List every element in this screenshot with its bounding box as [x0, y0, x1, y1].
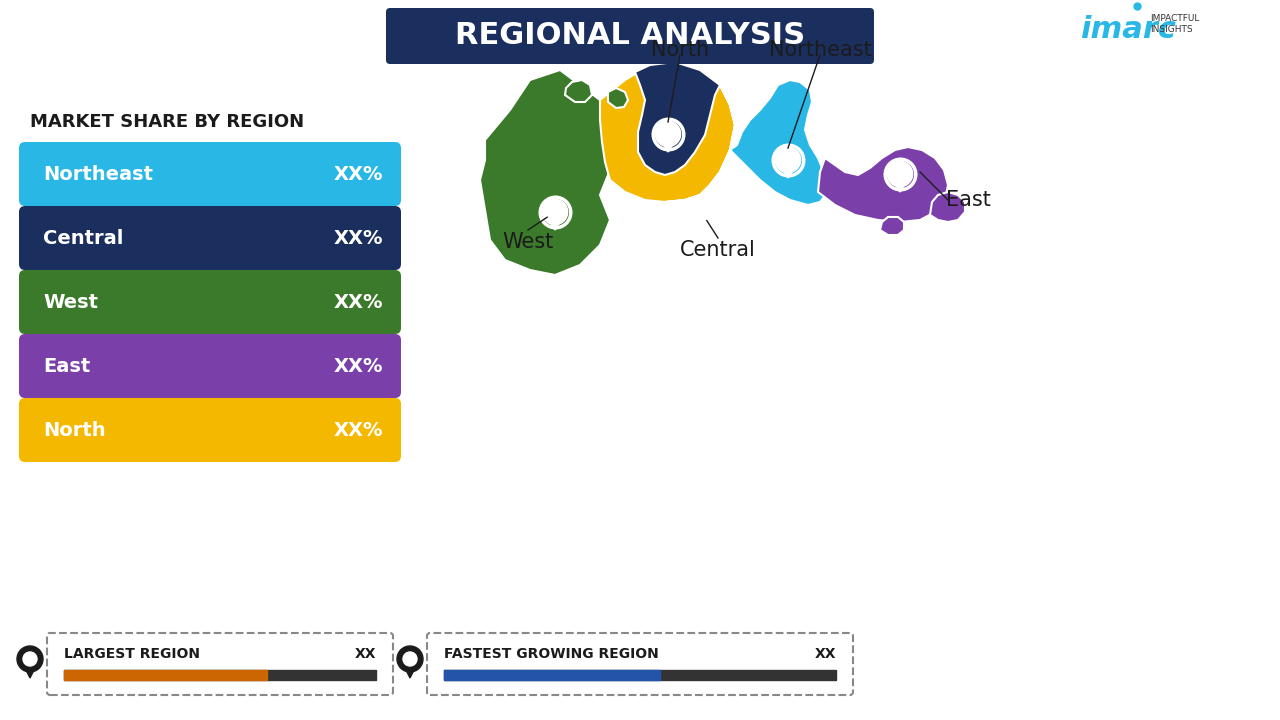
Text: IMPACTFUL
INSIGHTS: IMPACTFUL INSIGHTS: [1149, 14, 1199, 34]
Text: REGIONAL ANALYSIS: REGIONAL ANALYSIS: [454, 22, 805, 50]
Polygon shape: [22, 662, 38, 678]
FancyBboxPatch shape: [19, 270, 401, 334]
Text: XX%: XX%: [334, 164, 383, 184]
Text: Central: Central: [44, 228, 123, 248]
Polygon shape: [691, 218, 709, 232]
Text: XX: XX: [814, 647, 836, 661]
Circle shape: [888, 162, 911, 186]
Text: XX%: XX%: [334, 228, 383, 248]
FancyBboxPatch shape: [47, 633, 393, 695]
Text: XX%: XX%: [334, 292, 383, 312]
Text: XX: XX: [355, 647, 376, 661]
Text: MARKET SHARE BY REGION: MARKET SHARE BY REGION: [29, 113, 305, 131]
Circle shape: [403, 652, 417, 666]
Polygon shape: [608, 88, 628, 108]
Polygon shape: [659, 138, 677, 152]
Circle shape: [17, 646, 44, 672]
Polygon shape: [402, 662, 419, 678]
Text: XX%: XX%: [334, 356, 383, 376]
Polygon shape: [818, 147, 948, 222]
Bar: [444, 670, 836, 680]
FancyBboxPatch shape: [387, 8, 874, 64]
FancyBboxPatch shape: [428, 633, 852, 695]
Polygon shape: [480, 70, 620, 275]
Circle shape: [689, 202, 712, 226]
Polygon shape: [635, 62, 735, 202]
Bar: [444, 670, 659, 680]
FancyBboxPatch shape: [19, 142, 401, 206]
FancyBboxPatch shape: [19, 334, 401, 398]
Polygon shape: [891, 178, 909, 192]
Text: East: East: [44, 356, 91, 376]
Text: Northeast: Northeast: [44, 164, 154, 184]
Circle shape: [397, 646, 422, 672]
Polygon shape: [780, 164, 797, 178]
Polygon shape: [881, 217, 904, 235]
Text: West: West: [502, 232, 554, 252]
Bar: [64, 670, 376, 680]
Circle shape: [776, 148, 800, 172]
Text: East: East: [946, 190, 991, 210]
Polygon shape: [600, 62, 735, 202]
Text: imarc: imarc: [1080, 16, 1176, 45]
Text: XX%: XX%: [334, 420, 383, 439]
Circle shape: [23, 652, 37, 666]
Text: North: North: [44, 420, 106, 439]
Text: West: West: [44, 292, 99, 312]
Circle shape: [657, 122, 680, 146]
Text: North: North: [652, 40, 709, 60]
Text: Northeast: Northeast: [768, 40, 872, 60]
Polygon shape: [564, 80, 591, 102]
Polygon shape: [730, 80, 828, 205]
Text: FASTEST GROWING REGION: FASTEST GROWING REGION: [444, 647, 659, 661]
FancyBboxPatch shape: [19, 398, 401, 462]
Text: Central: Central: [680, 240, 756, 260]
Circle shape: [543, 200, 567, 224]
Bar: [64, 670, 266, 680]
Text: LARGEST REGION: LARGEST REGION: [64, 647, 200, 661]
Polygon shape: [547, 216, 564, 230]
FancyBboxPatch shape: [19, 206, 401, 270]
Polygon shape: [931, 192, 965, 222]
